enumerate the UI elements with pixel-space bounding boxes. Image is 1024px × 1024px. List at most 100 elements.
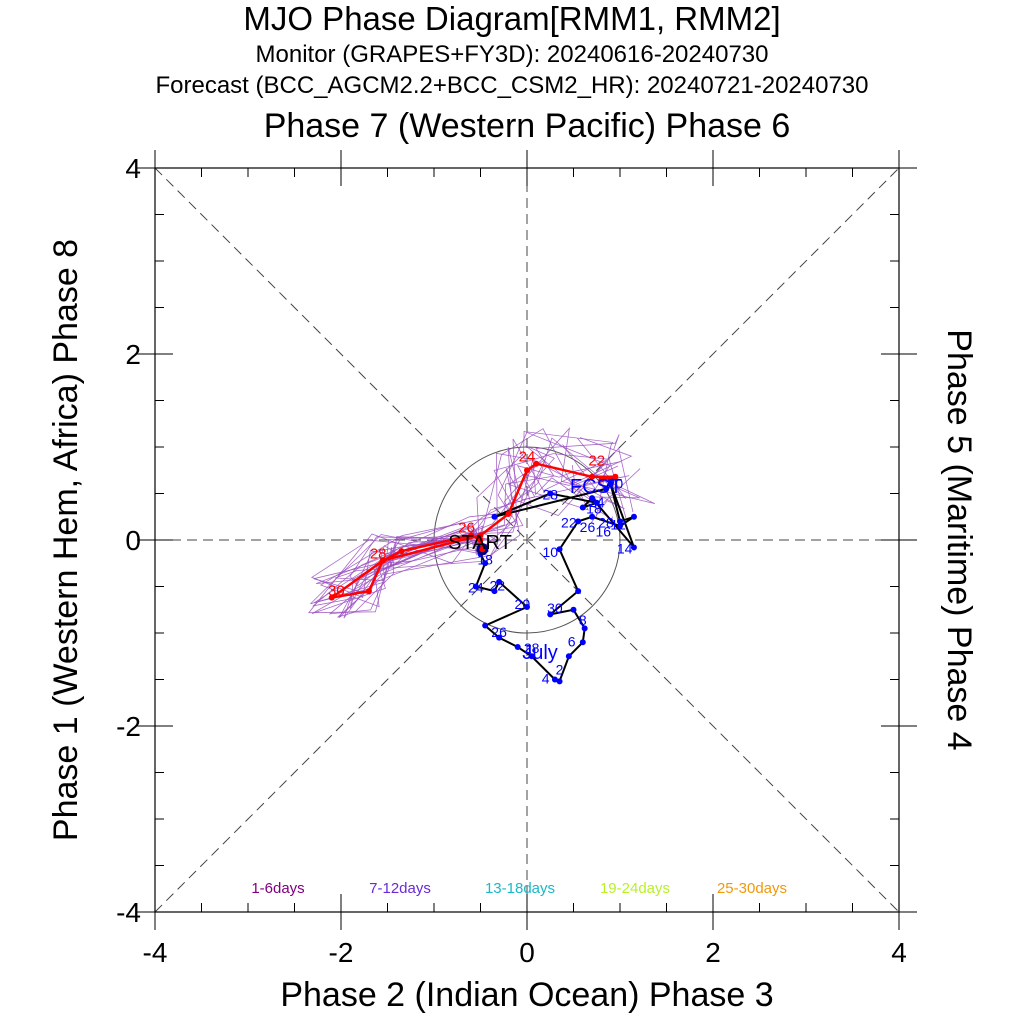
observed-day-label: 18 (586, 500, 602, 516)
observed-day-label: 26 (491, 624, 507, 640)
forecast-point (398, 548, 405, 555)
forecast-day-label: 22 (588, 452, 605, 469)
observed-point (593, 499, 600, 506)
legend-entry: 25-30days (717, 880, 787, 897)
observed-point (570, 606, 577, 613)
observed-point (547, 611, 554, 618)
phase-guides (154, 167, 900, 913)
start-label: START (448, 532, 512, 554)
observed-point (579, 639, 586, 646)
observed-point (581, 625, 588, 632)
observed-point (496, 578, 503, 585)
forecast-point (589, 473, 596, 480)
observed-point (547, 490, 554, 497)
legend-entry: 13-18days (485, 880, 555, 897)
observed-point (528, 653, 535, 660)
monitor-subtitle: Monitor (GRAPES+FY3D): 20240616-20240730 (256, 41, 769, 68)
y-tick-label: -2 (116, 711, 141, 742)
observed-day-label: 14 (617, 540, 633, 556)
observed-day-label: 26 (580, 519, 596, 535)
forecast-point (365, 588, 372, 595)
observed-point (607, 481, 614, 488)
legend-entry: 1-6days (251, 880, 304, 897)
observed-point (556, 546, 563, 553)
observed-point (575, 518, 582, 525)
observed-point (630, 544, 637, 551)
observed-day-label: 4 (542, 671, 550, 687)
observed-day-label: 28 (542, 487, 558, 503)
y-tick-label: 4 (125, 153, 141, 184)
legend-entry: 19-24days (600, 880, 670, 897)
observed-day-label: 22 (561, 514, 577, 530)
x-tick-label: 4 (891, 937, 907, 968)
forecast-point (533, 460, 540, 467)
right-phase-label: Phase 5 (Maritime) Phase 4 (940, 329, 978, 750)
ensemble-member-line (311, 445, 640, 607)
observed-day-label: 12 (610, 516, 626, 532)
july-label: July (522, 642, 558, 664)
forecast-point (477, 537, 484, 543)
observed-point (491, 588, 498, 595)
observed-point (617, 518, 623, 525)
ensemble-member-line (349, 428, 641, 587)
observed-day-label: 8 (579, 612, 587, 628)
observed-day-label: 16 (595, 524, 611, 540)
forecast-point (379, 557, 386, 564)
x-tick-label: 2 (705, 937, 721, 968)
forecast-point (598, 476, 605, 483)
fcst-label: FCST (570, 476, 622, 498)
observed-point (565, 653, 572, 660)
x-tick-label: -4 (143, 937, 168, 968)
observed-day-label: 20 (608, 475, 624, 491)
ensemble-member-line (315, 437, 627, 584)
forecast-day-label: 28 (370, 545, 387, 562)
observed-point (472, 583, 479, 590)
observed-point (603, 485, 610, 492)
observed-day-label: 18 (477, 552, 493, 568)
bottom-phase-label: Phase 2 (Indian Ocean) Phase 3 (280, 976, 773, 1014)
observed-point (491, 513, 498, 520)
y-tick-label: 0 (125, 525, 141, 556)
observed-point (551, 676, 558, 683)
observed-day-label: 20 (515, 596, 531, 612)
observed-day-label: 24 (589, 494, 605, 510)
forecast-subtitle: Forecast (BCC_AGCM2.2+BCC_CSM2_HR): 2024… (155, 72, 868, 99)
chart-title: MJO Phase Diagram[RMM1, RMM2] (243, 0, 780, 37)
observed-day-label: 30 (547, 600, 563, 616)
ensemble-member-line (307, 461, 621, 614)
observed-point (589, 513, 596, 520)
legend-entry: 7-12days (369, 880, 431, 897)
forecast-point (479, 546, 486, 553)
forecast-point (505, 510, 512, 517)
observed-point (514, 643, 521, 650)
lead-time-legend: 1-6days 7-12days 13-18days 19-24days 25-30da… (251, 880, 787, 897)
forecast-point (477, 532, 484, 539)
observed-day-label: 28 (524, 640, 540, 656)
axis-ticks: -4 -2 0 2 4-4-2024 (116, 150, 917, 968)
observed-point (496, 634, 503, 641)
observed-day-label: 10 (542, 544, 558, 560)
forecast-point (524, 467, 530, 474)
y-tick-label: -4 (116, 897, 141, 928)
observed-point (524, 603, 530, 610)
top-phase-label: Phase 7 (Western Pacific) Phase 6 (264, 107, 791, 145)
forecast-point (468, 532, 475, 539)
forecast-point (612, 473, 619, 480)
observed-day-label: 22 (489, 578, 505, 594)
x-tick-label: 0 (519, 937, 535, 968)
observed-day-label: 6 (568, 633, 576, 649)
forecast-point (328, 594, 335, 601)
observed-point (630, 513, 637, 520)
observed-point (579, 504, 586, 511)
observed-point (482, 560, 489, 567)
observed-point (556, 678, 563, 685)
x-tick-label: -2 (329, 937, 354, 968)
y-tick-label: 2 (125, 339, 141, 370)
observed-day-label: 28 (598, 514, 614, 530)
observed-day-label: 24 (468, 580, 484, 596)
observed-point (575, 588, 582, 595)
forecast-day-label: 26 (458, 519, 475, 536)
observed-day-label: 2 (556, 661, 564, 677)
